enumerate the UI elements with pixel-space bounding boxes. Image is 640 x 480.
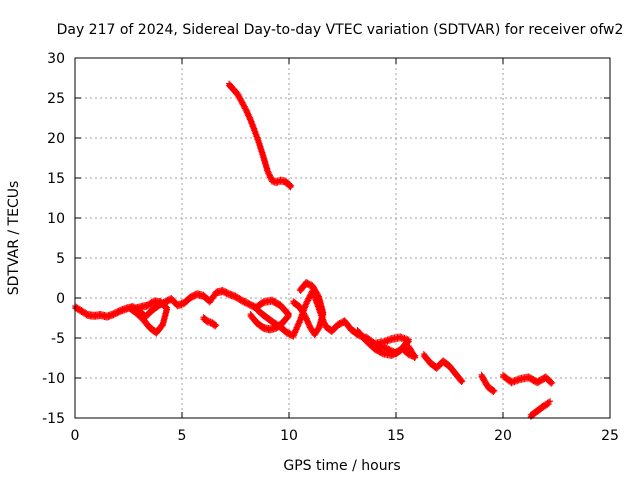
plot-frame — [74, 57, 611, 419]
data-point — [267, 175, 274, 182]
data-point — [365, 337, 372, 344]
y-axis-label: SDTVAR / TECUs — [6, 181, 22, 296]
series-arc-late-c — [500, 371, 555, 387]
series-arc-loop-a — [127, 297, 171, 337]
data-point — [131, 304, 138, 311]
data-point — [290, 333, 297, 340]
data-point — [293, 326, 300, 333]
chart-title: Day 217 of 2024, Sidereal Day-to-day VTE… — [57, 22, 624, 38]
data-point — [188, 294, 195, 301]
data-point — [287, 184, 294, 191]
data-point — [544, 401, 551, 408]
data-point — [411, 354, 418, 361]
data-point — [294, 323, 301, 330]
data-point — [111, 311, 118, 318]
series-arc-late-b — [478, 371, 497, 395]
data-point — [83, 312, 90, 319]
data-point — [315, 327, 322, 334]
data-point — [304, 298, 311, 305]
data-point — [459, 378, 466, 385]
data-point — [164, 298, 171, 305]
data-point — [296, 287, 303, 293]
y-tick-label: -5 — [51, 331, 65, 347]
series-arc-late — [420, 351, 465, 386]
x-tick-label: 10 — [280, 428, 298, 444]
y-tick-label: 5 — [56, 251, 65, 267]
series-arc-loop-b — [247, 296, 292, 334]
series-arc-end — [527, 399, 552, 420]
y-tick-label: 20 — [47, 131, 65, 147]
series-arc-loop-c — [290, 279, 327, 339]
data-point — [458, 379, 465, 386]
x-tick-label: 15 — [387, 428, 405, 444]
data-point — [251, 304, 258, 311]
series-arc-high — [226, 80, 294, 191]
data-point — [297, 287, 304, 294]
data-point — [252, 305, 259, 312]
data-point — [295, 322, 302, 329]
data-point — [308, 283, 315, 290]
x-tick-label: 5 — [178, 428, 187, 444]
data-point — [378, 350, 385, 357]
data-point — [114, 310, 121, 317]
data-point — [335, 322, 342, 329]
data-point — [292, 328, 299, 335]
data-point — [110, 312, 117, 319]
y-tick-label: 0 — [56, 291, 65, 307]
x-tick-label: 0 — [71, 428, 80, 444]
data-point — [309, 284, 316, 291]
data-point — [363, 333, 370, 340]
data-point — [549, 379, 556, 386]
data-point — [187, 295, 194, 302]
x-axis-label: GPS time / hours — [283, 458, 400, 474]
data-point — [303, 300, 310, 307]
series-arc-loop-d — [354, 327, 412, 359]
data-point — [336, 321, 343, 328]
data-point — [191, 293, 198, 300]
data-points — [72, 80, 556, 420]
data-point — [305, 297, 312, 304]
data-point — [296, 320, 303, 327]
data-point — [303, 301, 310, 308]
data-point — [305, 296, 312, 303]
data-point — [290, 332, 297, 339]
y-tick-label: -15 — [42, 411, 65, 427]
y-tick-label: -10 — [42, 371, 65, 387]
data-point — [292, 329, 299, 336]
data-point — [213, 322, 220, 329]
data-point — [547, 398, 554, 405]
grid-lines — [75, 58, 610, 418]
axis-ticks: 0 5 10 15 20 25 -15 -10 -5 0 5 10 15 20 25 30 — [42, 51, 619, 444]
data-point — [545, 401, 552, 407]
y-tick-label: 25 — [47, 91, 65, 107]
data-point — [364, 336, 371, 343]
series-arc-small-a — [200, 314, 219, 330]
x-tick-label: 20 — [494, 428, 512, 444]
data-point — [294, 325, 301, 332]
x-tick-label: 25 — [601, 428, 619, 444]
y-tick-label: 10 — [47, 211, 65, 227]
data-point — [490, 389, 497, 395]
data-point — [491, 387, 498, 394]
data-point — [548, 380, 555, 387]
y-tick-label: 15 — [47, 171, 65, 187]
data-point — [288, 183, 295, 189]
data-point — [291, 330, 298, 337]
data-point — [115, 309, 122, 316]
data-point — [412, 354, 419, 361]
data-point — [146, 302, 153, 309]
data-point — [337, 321, 344, 328]
data-point — [306, 282, 313, 289]
data-point — [190, 294, 197, 301]
y-tick-label: 30 — [47, 51, 65, 67]
data-point — [212, 323, 219, 330]
data-point — [113, 310, 120, 317]
data-point — [158, 323, 165, 330]
